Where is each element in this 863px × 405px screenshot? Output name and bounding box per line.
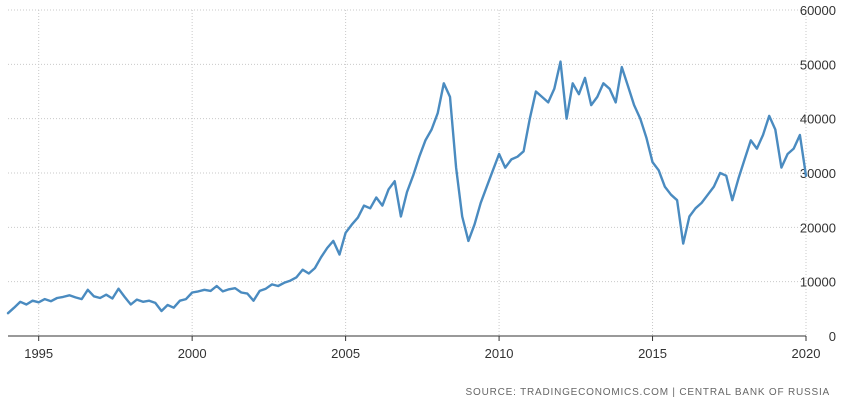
y-tick-label: 30000 [800, 166, 836, 181]
series-group [6, 60, 808, 315]
x-tick-label: 2015 [638, 346, 667, 361]
x-tick-label: 2010 [485, 346, 514, 361]
x-axis [8, 335, 807, 341]
y-tick-label: 60000 [800, 3, 836, 18]
x-tick-label: 1995 [24, 346, 53, 361]
x-tick-label: 2020 [792, 346, 821, 361]
y-tick-label: 20000 [800, 220, 836, 235]
x-axis-tick-labels: 1995 2000 2005 2010 2015 2020 [24, 346, 820, 361]
y-tick-label: 50000 [800, 57, 836, 72]
source-note: SOURCE: TRADINGECONOMICS.COM | CENTRAL B… [466, 387, 830, 398]
x-tick-label: 2000 [178, 346, 207, 361]
x-tick-label: 2005 [331, 346, 360, 361]
series-line [6, 60, 808, 315]
y-axis-tick-labels: 0 10000 20000 30000 40000 50000 60000 [800, 3, 836, 344]
y-tick-label: 40000 [800, 112, 836, 127]
y-tick-label: 0 [829, 329, 836, 344]
gridlines [8, 9, 807, 336]
y-tick-label: 10000 [800, 275, 836, 290]
